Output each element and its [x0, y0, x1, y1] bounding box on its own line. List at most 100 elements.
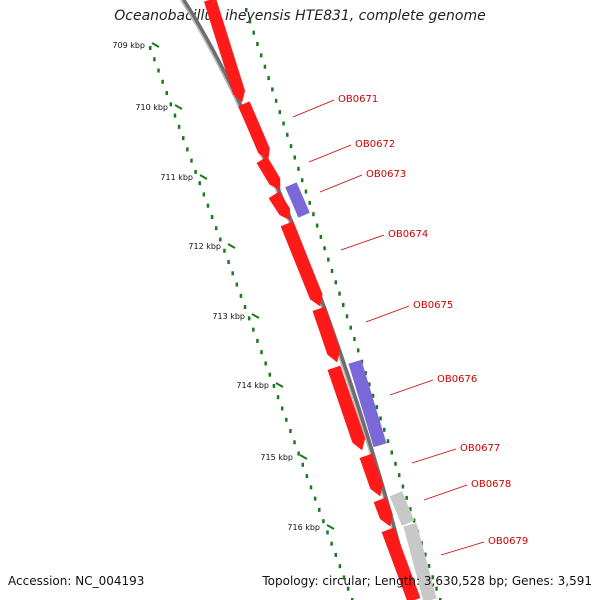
scale-dot-left	[326, 530, 329, 535]
genome-summary: Topology: circular; Length: 3,630,528 bp…	[262, 574, 592, 588]
gene-OB0678b[interactable]	[389, 491, 415, 526]
gene-OB0673[interactable]	[285, 182, 310, 218]
scale-dot-left	[280, 406, 284, 411]
scale-dot-right	[319, 234, 323, 239]
scale-dot-left	[194, 169, 197, 174]
scale-dot-right	[383, 427, 386, 432]
scale-dot-right	[274, 98, 278, 103]
scale-dot-right	[271, 87, 274, 92]
scale-dot-right	[312, 212, 315, 217]
scale-dot-right	[256, 42, 259, 47]
scale-dot-left	[231, 271, 234, 276]
scale-major-tick	[251, 313, 260, 319]
scale-dot-left	[313, 496, 317, 501]
scale-dot-right	[245, 8, 248, 12]
scale-dot-left	[165, 91, 168, 96]
scale-major-tick	[275, 382, 284, 388]
scale-dot-left	[202, 192, 206, 197]
scale-label: 713 kbp	[212, 312, 245, 321]
gene-OB0671[interactable]	[203, 0, 245, 103]
scale-dot-right	[278, 110, 282, 115]
gene-label[interactable]: OB0673	[366, 169, 406, 180]
scale-dot-right	[353, 337, 356, 342]
gene-OB0676b[interactable]	[327, 365, 366, 451]
scale-dot-right	[424, 552, 427, 557]
scale-dot-left	[223, 248, 226, 253]
gene-OB0675[interactable]	[312, 306, 341, 363]
gene-OB0678[interactable]	[373, 497, 393, 527]
gene-label[interactable]: OB0676	[437, 374, 477, 385]
genome-title: Oceanobacillus iheyensis HTE831, complet…	[114, 8, 486, 24]
gene-leader-line	[292, 99, 335, 118]
scale-dot-left	[322, 519, 325, 524]
scale-dot-left	[301, 462, 305, 467]
gene-OB0679[interactable]	[381, 527, 421, 600]
scale-dot-right	[263, 64, 267, 69]
gene-OB0673b[interactable]	[268, 191, 291, 221]
scale-dot-right	[397, 473, 401, 478]
scale-dot-left	[186, 147, 189, 152]
gene-label[interactable]: OB0671	[338, 94, 378, 105]
gene-OB0676[interactable]	[348, 359, 387, 448]
scale-dot-left	[346, 586, 350, 591]
gene-OB0672b[interactable]	[256, 156, 281, 191]
scale-label: 715 kbp	[260, 453, 293, 462]
gene-leader-line	[411, 448, 457, 464]
scale-dot-right	[252, 30, 255, 35]
gene-OB0677[interactable]	[359, 453, 384, 497]
scale-dot-left	[264, 361, 267, 366]
scale-dot-right	[315, 223, 319, 228]
scale-dot-left	[177, 124, 181, 129]
scale-dot-left	[214, 226, 218, 231]
scale-dot-right	[435, 586, 438, 591]
scale-dot-left	[289, 429, 292, 434]
scale-dot-right	[330, 268, 334, 273]
gene-label[interactable]: OB0672	[355, 139, 395, 150]
scale-dot-left	[276, 395, 280, 400]
scale-dot-right	[308, 200, 311, 205]
scale-dot-right	[364, 371, 367, 376]
gene-leader-line	[423, 484, 468, 501]
scale-dot-right	[297, 166, 300, 171]
scale-label: 714 kbp	[236, 381, 269, 390]
scale-dot-right	[259, 53, 263, 58]
scale-dot-right	[368, 382, 371, 387]
scale-dot-right	[286, 132, 289, 137]
genome-backbone-highlight	[180, 0, 411, 600]
gene-label[interactable]: OB0679	[488, 536, 528, 547]
scale-dot-left	[173, 113, 177, 118]
scale-major-tick	[151, 42, 160, 48]
gene-OB0672[interactable]	[238, 101, 270, 161]
scale-dot-right	[405, 495, 408, 500]
scale-label: 711 kbp	[160, 173, 193, 182]
gene-label[interactable]: OB0677	[460, 443, 500, 454]
scale-dot-right	[390, 450, 393, 455]
scale-dot-left	[149, 46, 152, 50]
scale-dot-left	[227, 260, 230, 265]
scale-major-tick	[174, 104, 183, 110]
scale-dot-left	[297, 451, 300, 456]
scale-dot-right	[304, 189, 308, 194]
gene-OB0679b[interactable]	[403, 523, 437, 600]
scale-dot-right	[431, 575, 435, 580]
scale-dot-left	[260, 350, 263, 355]
gene-label[interactable]: OB0674	[388, 229, 428, 240]
scale-dot-left	[268, 372, 272, 377]
gene-label[interactable]: OB0675	[413, 300, 453, 311]
scale-major-tick	[199, 174, 208, 180]
scale-dot-left	[252, 327, 255, 332]
scale-label: 710 kbp	[135, 103, 168, 112]
gene-label[interactable]: OB0678	[471, 479, 511, 490]
gene-leader-line	[440, 541, 485, 556]
scale-dot-right	[338, 291, 341, 296]
scale-dot-right	[401, 484, 405, 489]
scale-dot-right	[248, 19, 252, 24]
scale-dot-right	[375, 405, 379, 410]
gene-OB0674[interactable]	[280, 221, 323, 307]
gene-leader-line	[319, 174, 363, 193]
scale-dot-left	[272, 383, 276, 388]
scale-dot-left	[338, 564, 342, 569]
scale-dot-right	[379, 416, 382, 421]
scale-major-tick	[326, 524, 335, 530]
scale-dot-right	[342, 303, 345, 307]
